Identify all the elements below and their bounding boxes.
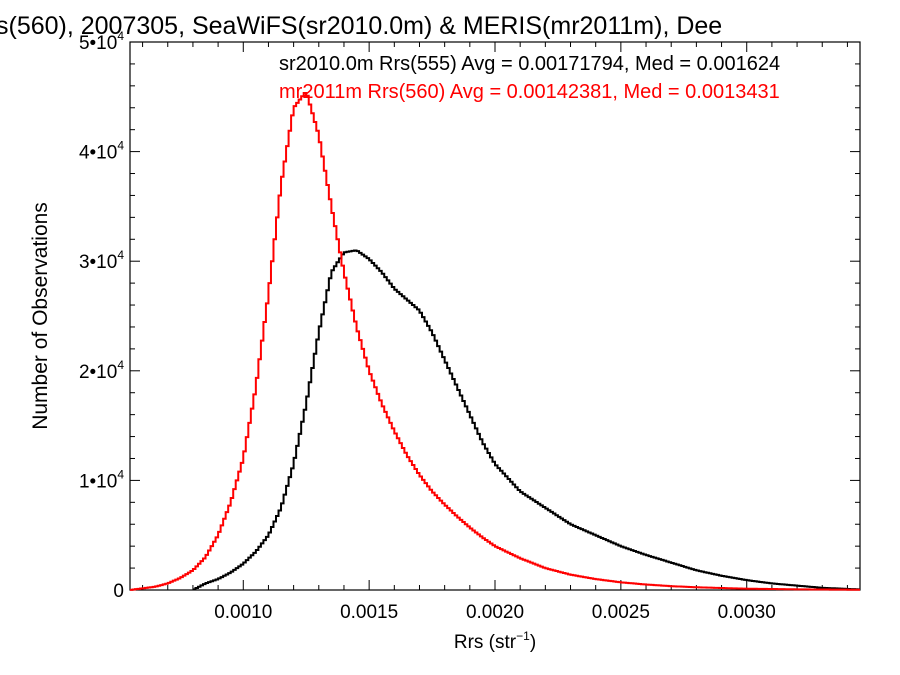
y-tick-label: 2•104 <box>79 358 124 383</box>
y-tick-label: 5•104 <box>79 29 124 54</box>
series-0-line <box>192 249 860 591</box>
plot-frame <box>129 41 861 591</box>
y-tick-label-base: 0 <box>113 581 124 602</box>
y-tick-label-sup: 4 <box>117 358 124 372</box>
y-tick-label-base: 3•10 <box>79 252 117 273</box>
chart-title: s(560), 2007305, SeaWiFS(sr2010.0m) & ME… <box>0 12 722 40</box>
y-axis-label: Number of Observations <box>29 202 52 430</box>
series-1-line <box>130 91 860 591</box>
y-tick-label-base: 1•10 <box>79 471 117 492</box>
x-axis-label-close: ) <box>530 632 536 653</box>
x-tick-label: 0.0015 <box>340 602 398 623</box>
x-axis-label: Rrs (str−1) <box>454 629 536 653</box>
x-tick-label: 0.0025 <box>592 602 650 623</box>
y-tick-label: 3•104 <box>79 248 124 273</box>
y-tick-label-base: 4•10 <box>79 143 117 164</box>
annotation-1: mr2011m Rrs(560) Avg = 0.00142381, Med =… <box>279 81 780 103</box>
x-tick-label: 0.0010 <box>214 602 272 623</box>
annotation-0: sr2010.0m Rrs(555) Avg = 0.00171794, Med… <box>279 53 780 75</box>
y-tick-label: 4•104 <box>79 139 124 164</box>
x-axis-label-sup: −1 <box>516 629 530 643</box>
y-tick-label-sup: 4 <box>117 248 124 262</box>
y-tick-label: 0 <box>113 581 124 602</box>
x-axis-ticks: 0.0010 0.0015 0.0020 0.0025 0.0030 <box>142 42 848 623</box>
y-tick-label-base: 2•10 <box>79 362 117 383</box>
y-tick-label-base: 5•10 <box>79 33 117 54</box>
y-tick-label-sup: 4 <box>117 467 124 481</box>
x-tick-label: 0.0030 <box>718 602 776 623</box>
series-layer <box>130 91 860 591</box>
y-tick-label-sup: 4 <box>117 29 124 43</box>
y-tick-label-sup: 4 <box>117 139 124 153</box>
x-axis-label-base: Rrs (str <box>454 632 517 653</box>
y-tick-label: 1•104 <box>79 467 124 492</box>
x-tick-label: 0.0020 <box>466 602 524 623</box>
annotations: sr2010.0m Rrs(555) Avg = 0.00171794, Med… <box>279 53 780 103</box>
